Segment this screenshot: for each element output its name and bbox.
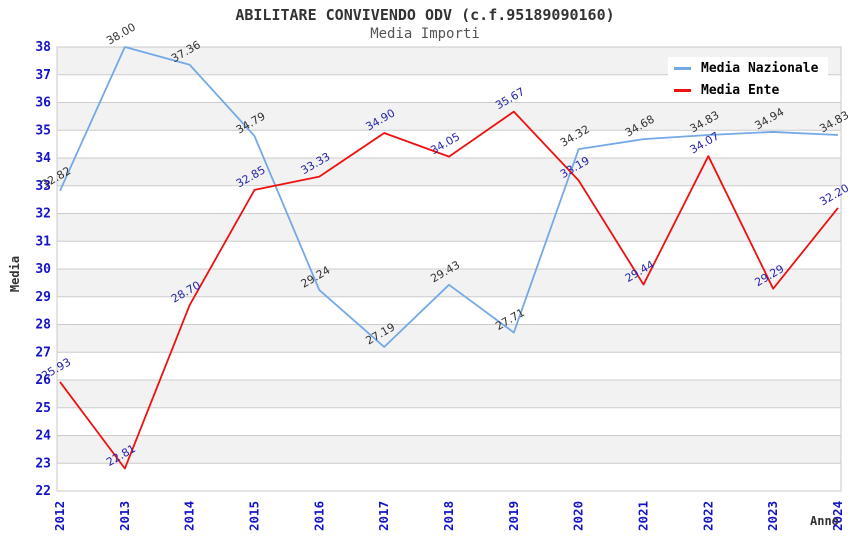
y-tick-label: 38 — [35, 40, 51, 55]
x-tick-label: 2017 — [376, 501, 391, 531]
y-tick-label: 30 — [35, 262, 51, 277]
plot-band — [57, 102, 841, 131]
data-label: 32.82 — [39, 164, 73, 191]
y-tick-label: 23 — [35, 456, 51, 471]
x-tick-label: 2019 — [506, 501, 521, 531]
x-tick-label: 2020 — [571, 501, 586, 531]
chart-subtitle: Media Importi — [370, 26, 480, 42]
plot-band — [57, 269, 841, 297]
y-tick-label: 32 — [35, 207, 51, 222]
legend: Media Nazionale Media Ente — [668, 57, 828, 101]
x-tick-label: 2018 — [441, 501, 456, 531]
legend-label: Media Ente — [701, 82, 780, 98]
y-tick-label: 35 — [35, 123, 51, 138]
y-tick-label: 37 — [35, 68, 51, 83]
x-tick-label: 2014 — [182, 501, 197, 531]
x-tick-label: 2022 — [700, 501, 715, 531]
plot-band — [57, 213, 841, 242]
y-tick-label: 24 — [35, 429, 51, 444]
x-tick-label: 2023 — [765, 501, 780, 531]
plot-band — [57, 324, 841, 353]
plot-band — [57, 380, 841, 408]
y-tick-label: 28 — [35, 318, 51, 333]
y-tick-label: 27 — [35, 345, 51, 360]
x-tick-label: 2012 — [52, 501, 67, 531]
chart-title: ABILITARE CONVIVENDO ODV (c.f.9518909016… — [235, 6, 615, 24]
x-tick-label: 2013 — [117, 501, 132, 531]
plot-band — [57, 158, 841, 186]
x-axis-title: Anno — [810, 514, 839, 528]
y-tick-label: 26 — [35, 373, 51, 388]
legend-item-media-ente: Media Ente — [668, 79, 828, 101]
x-tick-label: 2016 — [311, 501, 326, 531]
plot-band — [57, 435, 841, 464]
data-label: 34.05 — [428, 130, 462, 157]
y-tick-label: 33 — [35, 179, 51, 194]
legend-line-swatch-blue — [674, 66, 691, 70]
legend-line-swatch-red — [674, 88, 691, 92]
x-tick-label: 2024 — [830, 501, 845, 531]
y-tick-label: 29 — [35, 290, 51, 305]
legend-label: Media Nazionale — [701, 60, 819, 76]
y-tick-label: 34 — [35, 151, 51, 166]
series-line-nazionale — [59, 46, 839, 348]
data-label: 38.00 — [104, 20, 138, 47]
plot-border — [56, 46, 842, 492]
y-tick-label: 36 — [35, 96, 51, 111]
series-line-ente — [59, 110, 839, 470]
y-tick-label: 25 — [35, 401, 51, 416]
y-tick-label: 31 — [35, 234, 51, 249]
legend-item-media-nazionale: Media Nazionale — [668, 57, 828, 79]
y-tick-label: 22 — [35, 484, 51, 499]
x-tick-label: 2021 — [636, 501, 651, 531]
x-tick-label: 2015 — [247, 501, 262, 531]
